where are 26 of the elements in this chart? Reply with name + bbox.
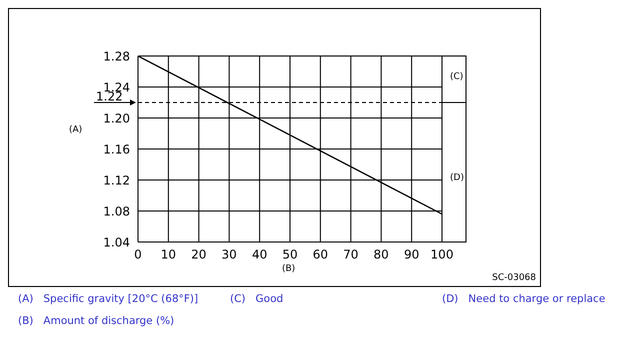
- text: (B) Amount of discharge (%): [18, 315, 174, 327]
- x-tick-label: 90: [404, 248, 420, 262]
- text: (A) Specific gravity [20°C (68°F)]: [18, 293, 198, 305]
- text: (D): [450, 173, 464, 183]
- x-tick-label: 10: [160, 248, 176, 262]
- x-tick-label: 60: [312, 248, 328, 262]
- y-tick-label: 1.28: [103, 49, 130, 64]
- x-tick-label: 0: [134, 248, 142, 262]
- text: (C): [450, 72, 464, 82]
- text: (D) Need to charge or replace: [442, 293, 606, 305]
- y-axis-title: (A): [69, 125, 82, 135]
- y-tick-label: 1.08: [103, 204, 130, 218]
- x-tick-label: 40: [252, 248, 268, 262]
- text: (C) Good: [230, 293, 284, 305]
- y-tick-label: 1.04: [103, 235, 130, 250]
- x-tick-label: 30: [222, 248, 237, 262]
- y-tick-label: 1.20: [103, 111, 130, 126]
- x-tick-label: 70: [343, 248, 358, 262]
- x-axis-title: (B): [282, 264, 296, 274]
- x-tick-label: 100: [430, 248, 454, 262]
- x-tick-label: 80: [374, 248, 389, 262]
- x-tick-label: 20: [191, 248, 206, 262]
- y-tick-label: 1.16: [103, 142, 130, 156]
- x-tick-label: 50: [282, 248, 298, 262]
- y-tick-label: 1.12: [103, 173, 130, 188]
- text: SC-03068: [492, 273, 536, 283]
